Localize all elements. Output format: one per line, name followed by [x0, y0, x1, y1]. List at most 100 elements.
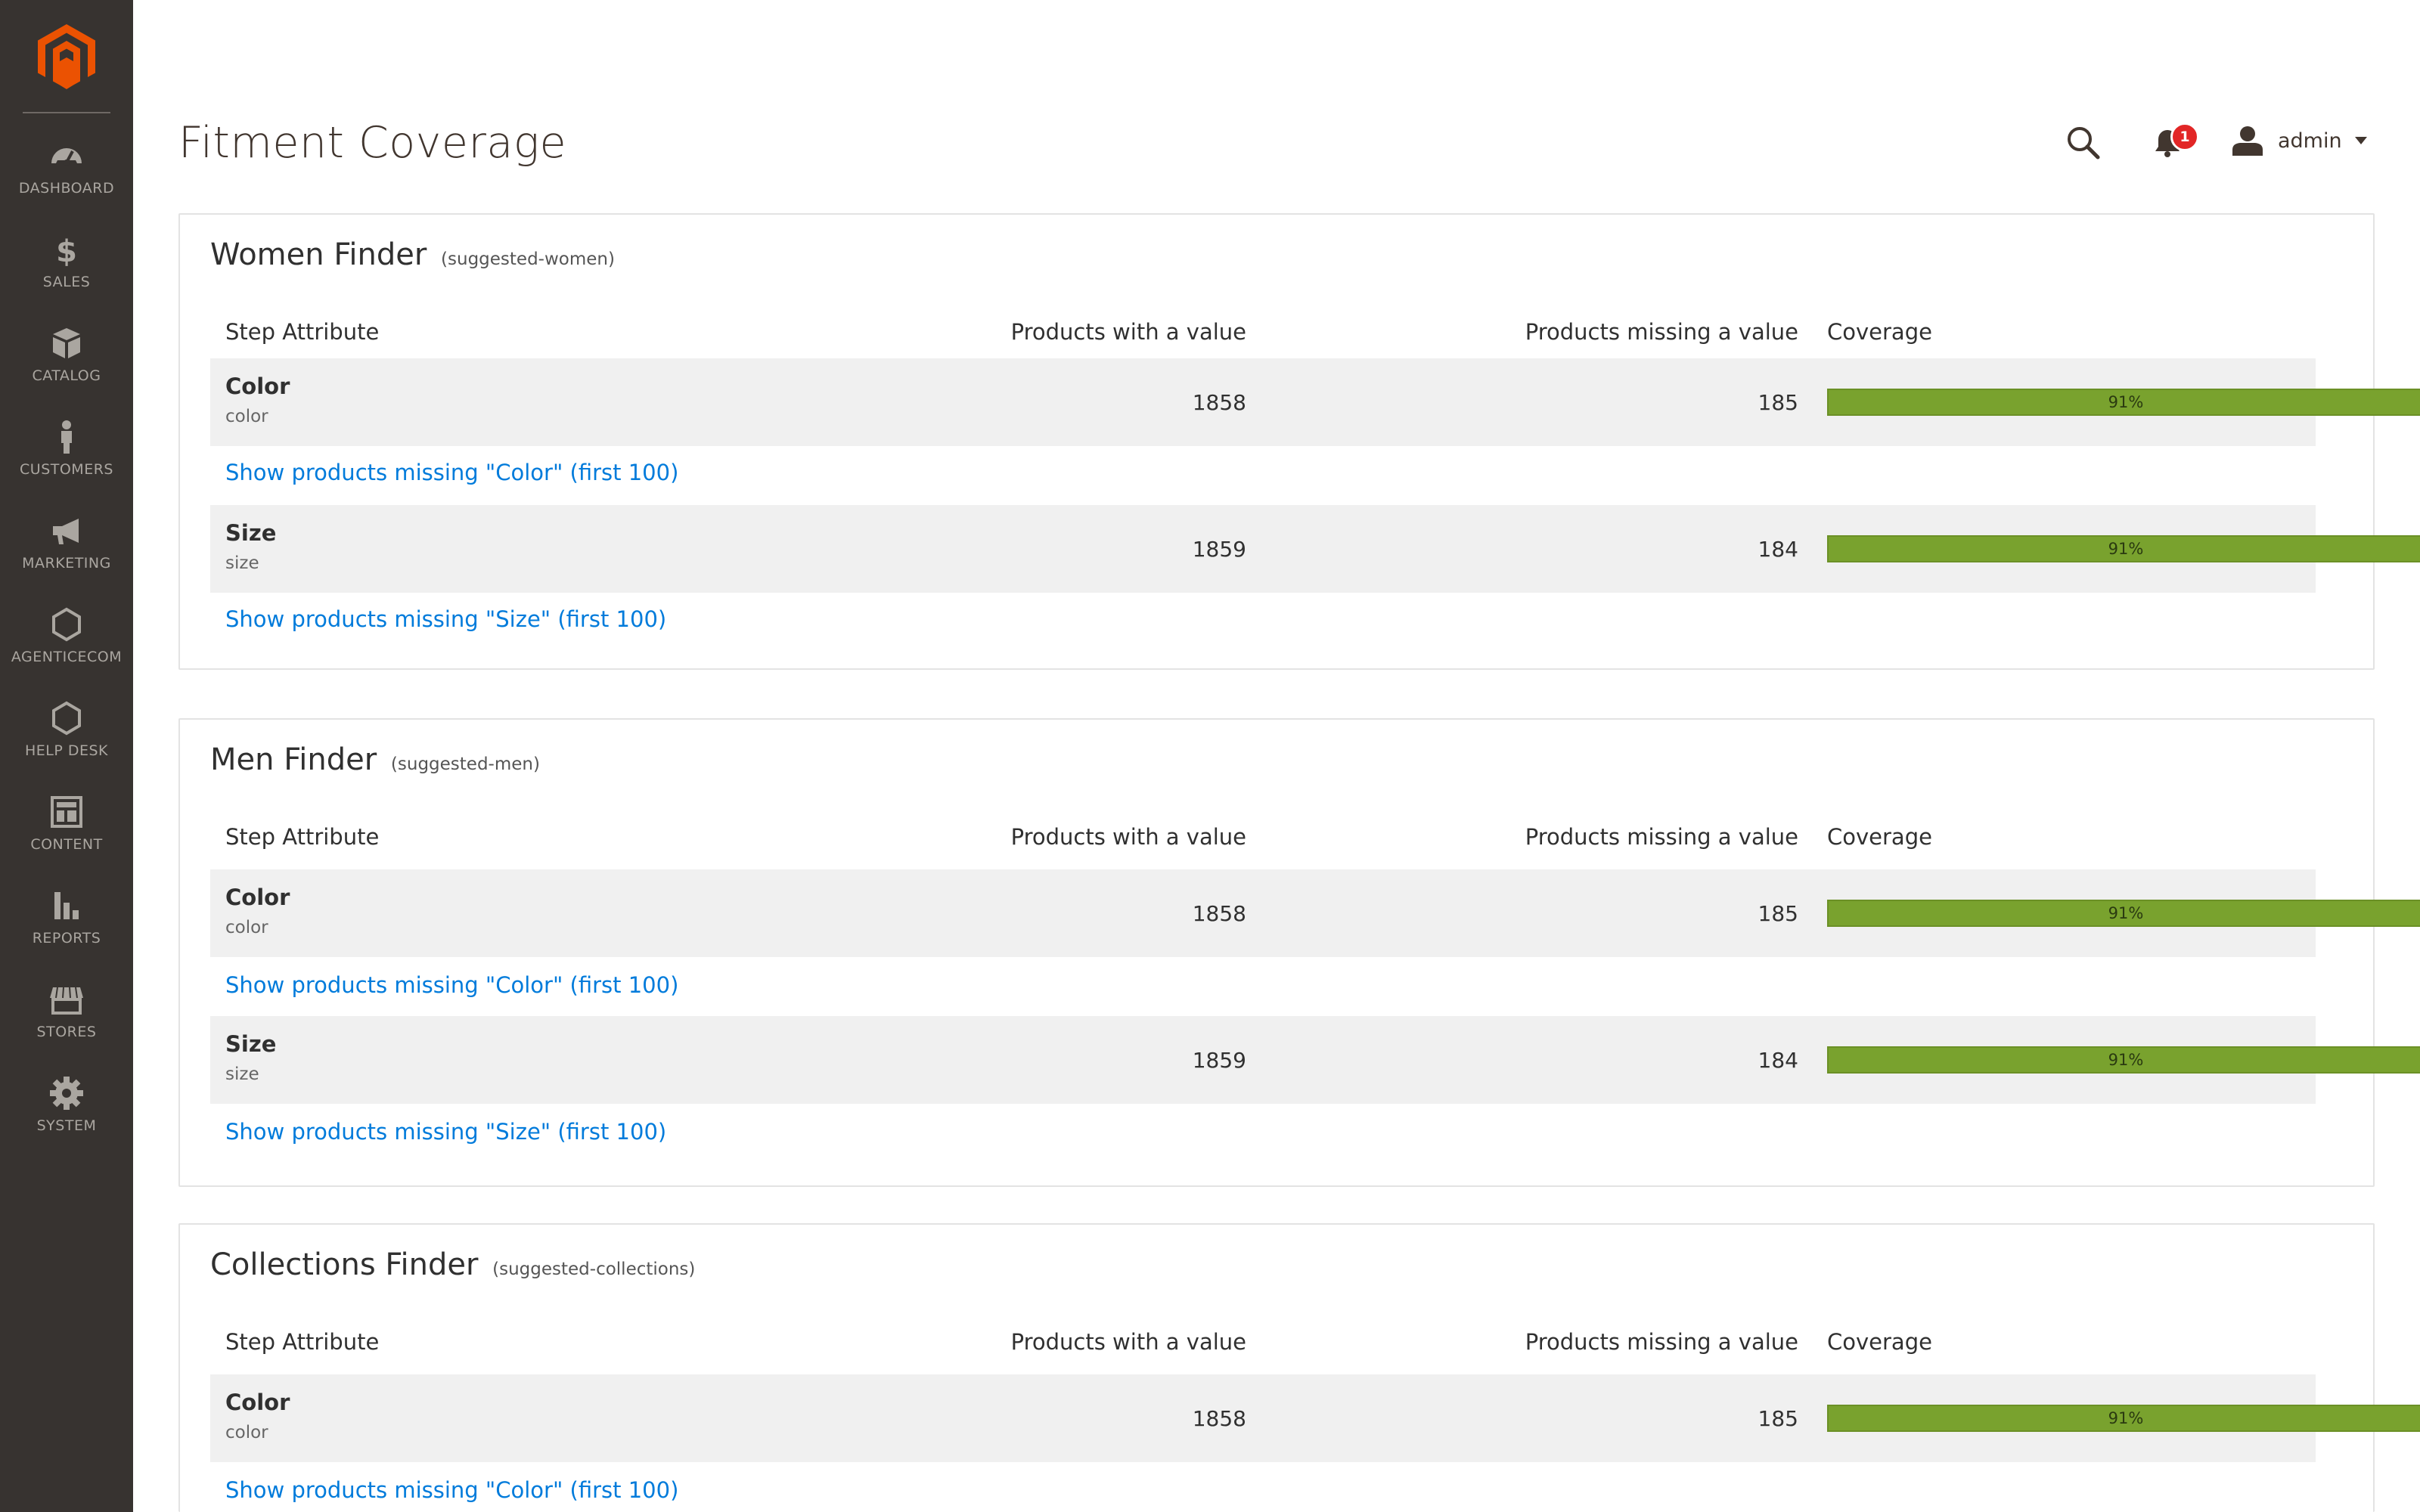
column-header-products-with-value: Products with a value — [1010, 319, 1246, 345]
coverage-percent: 91% — [2108, 904, 2144, 922]
sidebar-item-label: SALES — [42, 274, 91, 290]
coverage-bar-fill — [1827, 535, 2420, 562]
products-with-value: 1858 — [1192, 901, 1246, 926]
finder-name: Men Finder — [210, 742, 377, 777]
products-missing-value: 184 — [1758, 1048, 1798, 1073]
column-header-products-with-value: Products with a value — [1010, 1329, 1246, 1355]
search-icon — [2068, 127, 2100, 160]
attribute-code: color — [225, 918, 268, 937]
finder-panel-collections: Collections Finder (suggested-collection… — [178, 1223, 2420, 1512]
coverage-bar-fill — [1827, 1046, 2420, 1074]
layout-icon — [48, 794, 85, 830]
column-header-products-missing-value: Products missing a value — [1525, 824, 1798, 850]
sidebar-item-label: AGENTICECOM — [11, 649, 123, 665]
user-menu[interactable]: admin — [2231, 122, 2368, 159]
sidebar-item-label: CUSTOMERS — [20, 461, 113, 478]
coverage-bar-fill — [1827, 389, 2420, 416]
coverage-bar: 91% — [1827, 535, 2420, 562]
attribute-label: Color — [225, 373, 290, 399]
hexagon-icon — [48, 606, 85, 643]
show-missing-products-link[interactable]: Show products missing "Color" (first 100… — [225, 460, 679, 485]
show-missing-products-link[interactable]: Show products missing "Color" (first 100… — [225, 1477, 679, 1503]
attribute-label: Color — [225, 1390, 290, 1415]
svg-text:$: $ — [56, 234, 77, 268]
sidebar-item-sales[interactable]: $ SALES — [0, 215, 133, 308]
column-header-products-missing-value: Products missing a value — [1525, 1329, 1798, 1355]
show-missing-products-link[interactable]: Show products missing "Color" (first 100… — [225, 972, 679, 998]
products-with-value: 1859 — [1192, 1048, 1246, 1073]
sidebar-item-label: CATALOG — [32, 367, 101, 384]
products-missing-value: 185 — [1758, 390, 1798, 415]
products-with-value: 1859 — [1192, 537, 1246, 562]
magento-logo[interactable] — [0, 0, 133, 113]
gear-icon — [48, 1075, 85, 1111]
sidebar-item-content[interactable]: CONTENT — [0, 777, 133, 871]
magento-logo-icon — [38, 24, 95, 89]
sidebar-item-label: HELP DESK — [24, 742, 109, 759]
table-row: Color color 1858 185 91% — [210, 869, 2420, 957]
box-icon — [48, 325, 85, 361]
attribute-label: Color — [225, 885, 290, 910]
sidebar-item-label: MARKETING — [22, 555, 111, 572]
sidebar-item-dashboard[interactable]: DASHBOARD — [0, 121, 133, 215]
coverage-percent: 91% — [2108, 1051, 2144, 1069]
table-row: Color color 1858 185 91% — [210, 1374, 2420, 1462]
coverage-bar-fill — [1827, 900, 2420, 927]
finder-code: (suggested-men) — [390, 754, 540, 774]
coverage-percent: 91% — [2108, 393, 2144, 411]
admin-sidebar: DASHBOARD $ SALES CATALOG CUSTOMERS MARK… — [0, 0, 133, 1512]
products-missing-value: 184 — [1758, 537, 1798, 562]
column-header-products-with-value: Products with a value — [1010, 824, 1246, 850]
sidebar-item-stores[interactable]: STORES — [0, 965, 133, 1058]
finder-code: (suggested-collections) — [492, 1259, 696, 1279]
dollar-icon: $ — [48, 231, 85, 268]
show-missing-products-link[interactable]: Show products missing "Size" (first 100) — [225, 606, 667, 632]
sidebar-item-system[interactable]: SYSTEM — [0, 1058, 133, 1152]
attribute-code: size — [225, 1064, 259, 1084]
sidebar-item-label: REPORTS — [32, 930, 101, 947]
attribute-code: size — [225, 553, 259, 573]
store-icon — [48, 981, 85, 1018]
table-row: Size size 1859 184 91% — [210, 1016, 2420, 1104]
table-row: Color color 1858 185 91% — [210, 358, 2420, 446]
chevron-down-icon — [2354, 137, 2367, 144]
sidebar-item-customers[interactable]: CUSTOMERS — [0, 402, 133, 496]
sidebar-item-agenticecom[interactable]: AGENTICECOM — [0, 590, 133, 683]
person-icon — [48, 419, 85, 455]
coverage-bar: 91% — [1827, 1046, 2420, 1074]
sidebar-item-label: SYSTEM — [36, 1117, 97, 1134]
sidebar-item-marketing[interactable]: MARKETING — [0, 496, 133, 590]
attribute-code: color — [225, 1423, 268, 1442]
column-header-coverage: Coverage — [1827, 824, 1932, 850]
sidebar-divider — [23, 112, 110, 113]
coverage-bar: 91% — [1827, 1405, 2420, 1432]
sidebar-item-reports[interactable]: REPORTS — [0, 871, 133, 965]
sidebar-item-label: CONTENT — [30, 836, 103, 853]
products-with-value: 1858 — [1192, 390, 1246, 415]
sidebar-item-label: STORES — [36, 1024, 97, 1040]
finder-panel-men: Men Finder (suggested-men) Step Attribut… — [178, 718, 2420, 1187]
coverage-percent: 91% — [2108, 1409, 2144, 1427]
finder-title: Collections Finder (suggested-collection… — [210, 1247, 695, 1282]
attribute-label: Size — [225, 1031, 277, 1057]
dashboard-icon — [48, 138, 85, 174]
column-header-step-attribute: Step Attribute — [225, 1329, 380, 1355]
coverage-bar-fill — [1827, 1405, 2420, 1432]
user-name: admin — [2278, 129, 2342, 153]
finder-name: Collections Finder — [210, 1247, 479, 1282]
coverage-bar: 91% — [1827, 900, 2420, 927]
table-row: Size size 1859 184 91% — [210, 505, 2420, 593]
finder-title: Women Finder (suggested-women) — [210, 237, 615, 272]
finder-title: Men Finder (suggested-men) — [210, 742, 540, 777]
column-header-step-attribute: Step Attribute — [225, 824, 380, 850]
megaphone-icon — [48, 513, 85, 549]
sidebar-item-label: DASHBOARD — [18, 180, 115, 197]
search-button[interactable] — [2065, 124, 2101, 160]
user-icon — [2232, 126, 2263, 156]
show-missing-products-link[interactable]: Show products missing "Size" (first 100) — [225, 1119, 667, 1145]
sidebar-item-catalog[interactable]: CATALOG — [0, 308, 133, 402]
finder-name: Women Finder — [210, 237, 427, 272]
bar-chart-icon — [48, 888, 85, 924]
notification-count-badge: 1 — [2170, 122, 2199, 151]
sidebar-item-help-desk[interactable]: HELP DESK — [0, 683, 133, 777]
